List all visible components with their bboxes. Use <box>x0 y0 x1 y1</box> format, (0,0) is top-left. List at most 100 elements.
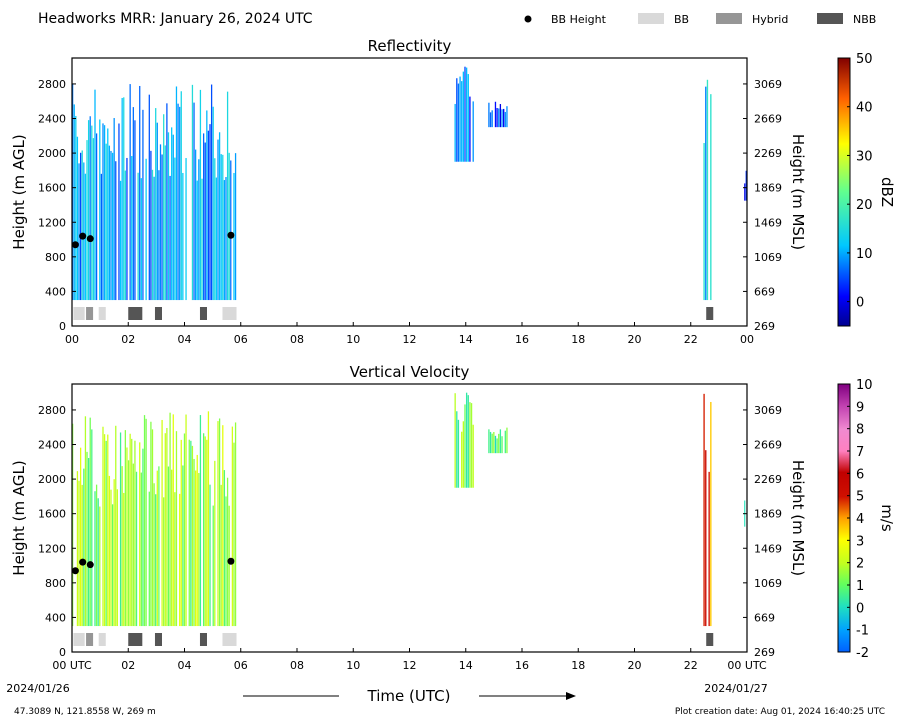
vel-data-column <box>188 439 190 627</box>
refl-data-column <box>706 79 709 301</box>
vel-y-right-axis-label: Height (m MSL) <box>789 460 807 576</box>
vel-data-column <box>145 418 147 627</box>
vel-x-tick-label: 02 <box>121 659 135 672</box>
refl-bb-height-point <box>79 232 87 240</box>
refl-data-column <box>204 142 206 301</box>
vel-data-column <box>126 447 128 627</box>
vel-data-column <box>501 436 503 454</box>
refl-data-column <box>461 81 463 162</box>
refl-data-column <box>501 109 503 128</box>
refl-x-tick-label: 08 <box>290 333 304 346</box>
legend-swatch-bb <box>638 13 664 24</box>
refl-data-column <box>79 152 82 301</box>
refl-colorbar-tick-label: 30 <box>856 149 873 164</box>
refl-data-column <box>223 180 226 301</box>
vel-y-right-tick-label: 269 <box>754 646 775 659</box>
refl-data-column <box>124 170 126 301</box>
refl-data-column <box>81 150 83 301</box>
vel-data-column <box>217 421 219 627</box>
vel-x-tick-label: 04 <box>178 659 192 672</box>
vel-data-column <box>171 469 173 627</box>
refl-data-column <box>220 154 222 301</box>
vel-data-column <box>174 492 176 627</box>
refl-x-tick-label: 12 <box>403 333 417 346</box>
vel-data-column <box>234 422 237 627</box>
refl-y-tick-label: 0 <box>59 320 66 333</box>
vel-data-column <box>81 484 83 627</box>
refl-data-column <box>91 125 93 301</box>
refl-data-column <box>86 140 88 301</box>
refl-data-column <box>139 85 141 301</box>
refl-data-column <box>163 114 165 301</box>
refl-data-column <box>76 136 79 301</box>
vel-colorbar-tick-label: 0 <box>856 601 864 616</box>
refl-x-tick-label: 18 <box>571 333 585 346</box>
refl-bb-type-nbb <box>128 307 143 320</box>
vel-colorbar-label: m/s <box>878 504 896 532</box>
refl-y-right-tick-label: 1869 <box>754 182 782 195</box>
refl-data-column <box>195 149 197 301</box>
end-date-label: 2024/01/27 <box>704 682 767 695</box>
vel-colorbar-tick-label: 1 <box>856 579 864 594</box>
vel-data-column <box>496 438 498 454</box>
refl-data-column <box>159 144 162 301</box>
refl-colorbar-tick-label: 50 <box>856 52 873 67</box>
vel-data-column <box>108 475 111 627</box>
vel-y-right-tick-label: 2669 <box>754 439 782 452</box>
vel-data-column <box>166 427 168 627</box>
vel-x-tick-label: 14 <box>459 659 473 672</box>
refl-data-column <box>119 180 122 301</box>
vel-data-column <box>207 411 210 627</box>
vel-data-column <box>153 483 155 627</box>
refl-y-right-tick-label: 669 <box>754 285 775 298</box>
refl-data-column <box>166 103 168 301</box>
vel-data-column <box>185 414 187 627</box>
refl-data-column <box>499 104 502 128</box>
refl-data-column <box>228 152 230 301</box>
vel-data-column <box>204 436 206 627</box>
vel-data-column <box>180 439 182 627</box>
refl-data-column <box>491 110 493 128</box>
vertical-velocity-panel: Vertical Velocity04008001200160020002400… <box>10 363 896 672</box>
legend-label-hybrid: Hybrid <box>752 13 788 26</box>
refl-data-column <box>102 123 104 301</box>
time-arrow-head <box>566 692 576 700</box>
refl-data-column <box>174 157 176 301</box>
vel-data-column <box>202 433 205 627</box>
refl-y-right-tick-label: 1069 <box>754 251 782 264</box>
vel-data-column <box>121 466 123 627</box>
vel-data-column <box>139 442 141 627</box>
refl-data-column <box>111 152 114 301</box>
vel-data-column <box>123 492 125 627</box>
vel-panel-title: Vertical Velocity <box>350 363 470 381</box>
refl-data-column <box>94 89 96 301</box>
vel-data-column <box>142 448 144 627</box>
refl-data-column <box>472 101 474 162</box>
vel-data-column <box>167 466 170 627</box>
refl-colorbar-tick-label: 10 <box>856 247 873 262</box>
vel-data-column <box>498 433 500 454</box>
refl-data-column <box>209 124 211 301</box>
refl-data-column <box>489 112 492 128</box>
vel-data-column <box>76 471 79 627</box>
refl-data-column <box>140 178 142 301</box>
refl-data-column <box>142 109 144 301</box>
vel-bb-type-nbb <box>154 633 162 646</box>
vel-data-column <box>163 497 165 627</box>
refl-data-column <box>457 83 460 162</box>
refl-y-tick-label: 400 <box>45 285 66 298</box>
vel-bb-type-nbb <box>706 633 714 646</box>
refl-data-column <box>503 108 505 128</box>
vel-data-column <box>703 393 705 627</box>
refl-colorbar-label: dBZ <box>878 177 896 207</box>
vel-data-column <box>212 505 214 627</box>
refl-data-column <box>179 106 181 301</box>
vel-data-column <box>191 445 194 627</box>
refl-x-tick-label: 20 <box>628 333 642 346</box>
vel-data-column <box>156 470 158 627</box>
refl-data-column <box>161 154 163 301</box>
vel-data-column <box>143 415 146 627</box>
location-label: 47.3089 N, 121.8558 W, 269 m <box>14 707 156 717</box>
vel-data-column <box>206 439 208 627</box>
vel-colorbar-tick-label: 3 <box>856 534 864 549</box>
